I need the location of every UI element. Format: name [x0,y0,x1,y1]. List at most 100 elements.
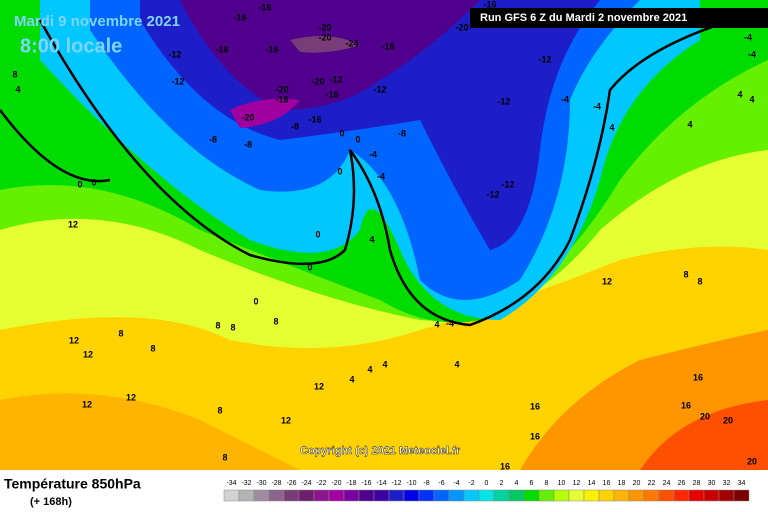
contour-label: 8 [273,316,278,326]
contour-label: 16 [681,400,691,410]
run-info: Run GFS 6 Z du Mardi 2 novembre 2021 [480,12,687,24]
contour-label: -20 [318,22,331,32]
legend-swatch [448,489,465,502]
contour-label: -12 [538,54,551,64]
legend-swatch [643,489,660,502]
contour-label: -16 [258,2,271,12]
legend-swatch [313,489,330,502]
contour-label: 16 [693,372,703,382]
contour-label: -12 [497,96,510,106]
contour-label: 8 [217,405,222,415]
contour-label: -12 [501,179,514,189]
contour-label: -20 [275,84,288,94]
legend-value: -6 [438,480,444,487]
legend-swatch [358,489,375,502]
footer-range: (+ 168h) [30,496,72,508]
legend-value: 22 [648,480,656,487]
legend-swatch [268,489,285,502]
legend-swatch [238,489,255,502]
contour-label: 16 [530,401,540,411]
contour-label: 4 [687,119,692,129]
legend: -34 -32 -30 -28 -26 -24 -22 -20 -18 -16 -14 -12 -10-… [223,480,750,502]
contour-label: -20 [455,22,468,32]
legend-value: -16 [361,480,371,487]
contour-label: -4 [748,49,756,59]
contour-label: 4 [349,374,354,384]
contour-label: -16 [275,94,288,104]
contour-label: -4 [377,171,385,181]
legend-value: -24 [301,480,311,487]
legend-value: -28 [271,480,281,487]
contour-label: 4 [369,234,374,244]
legend-swatch [463,489,480,502]
contour-label: -16 [381,41,394,51]
legend-swatch [328,489,345,502]
contour-label: 16 [530,431,540,441]
contour-label: 0 [307,262,312,272]
legend-value: -32 [241,480,251,487]
contour-label: -4 [593,101,601,111]
legend-value: -26 [286,480,296,487]
legend-value: 26 [678,480,686,487]
date: Mardi 9 novembre 2021 [14,13,180,30]
legend-value: -22 [316,480,326,487]
contour-label: 20 [723,415,733,425]
contour-label: 0 [315,229,320,239]
legend-swatch [523,489,540,502]
contour-label: 20 [747,456,757,466]
contour-label: 4 [737,89,742,99]
contour-label: -4 [561,94,569,104]
map-fields [0,0,768,470]
contour-label: 0 [339,128,344,138]
contour-label: -12 [329,74,342,84]
legend-value: -8 [423,480,429,487]
contour-label: 20 [700,411,710,421]
run-box [470,8,768,28]
contour-label: 4 [15,84,20,94]
legend-value: 6 [530,480,534,487]
legend-value: -4 [453,480,459,487]
legend-swatch [403,489,420,502]
contour-label: 12 [83,349,93,359]
legend-value: 10 [558,480,566,487]
legend-value: 14 [588,480,596,487]
contour-label: -16 [265,44,278,54]
contour-label: 8 [150,343,155,353]
legend-value: 8 [545,480,549,487]
legend-swatch [568,489,585,502]
contour-label: 0 [253,296,258,306]
legend-value: 20 [633,480,641,487]
legend-value: 12 [573,480,581,487]
contour-label: -4 [369,149,377,159]
contour-label: 8 [215,320,220,330]
footer-title: Température 850hPa [4,476,141,492]
legend-swatch [703,489,720,502]
legend-swatch [583,489,600,502]
legend-value: -14 [376,480,386,487]
contour-label: -20 [241,112,254,122]
legend-swatch [283,489,300,502]
contour-label: 0 [337,166,342,176]
legend-value: -12 [391,480,401,487]
contour-label: 8 [118,328,123,338]
legend-swatch [478,489,495,502]
legend-swatch [373,489,390,502]
legend-value: -18 [346,480,356,487]
contour-label: 8 [697,276,702,286]
legend-swatch [673,489,690,502]
contour-label: 8 [222,452,227,462]
contour-label: 12 [602,276,612,286]
legend-swatch [658,489,675,502]
legend-value: 28 [693,480,701,487]
legend-value: -30 [256,480,266,487]
contour-label: 4 [382,359,387,369]
legend-swatch [613,489,630,502]
contour-label: 8 [230,322,235,332]
contour-label: -4 [446,318,454,328]
legend-swatch [628,489,645,502]
legend-swatch [388,489,405,502]
legend-swatch [718,489,735,502]
legend-swatch [688,489,705,502]
contour-label: -24 [345,38,358,48]
legend-swatch [418,489,435,502]
